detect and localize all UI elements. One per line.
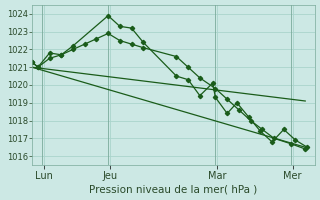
X-axis label: Pression niveau de la mer( hPa ): Pression niveau de la mer( hPa ) <box>89 185 258 195</box>
